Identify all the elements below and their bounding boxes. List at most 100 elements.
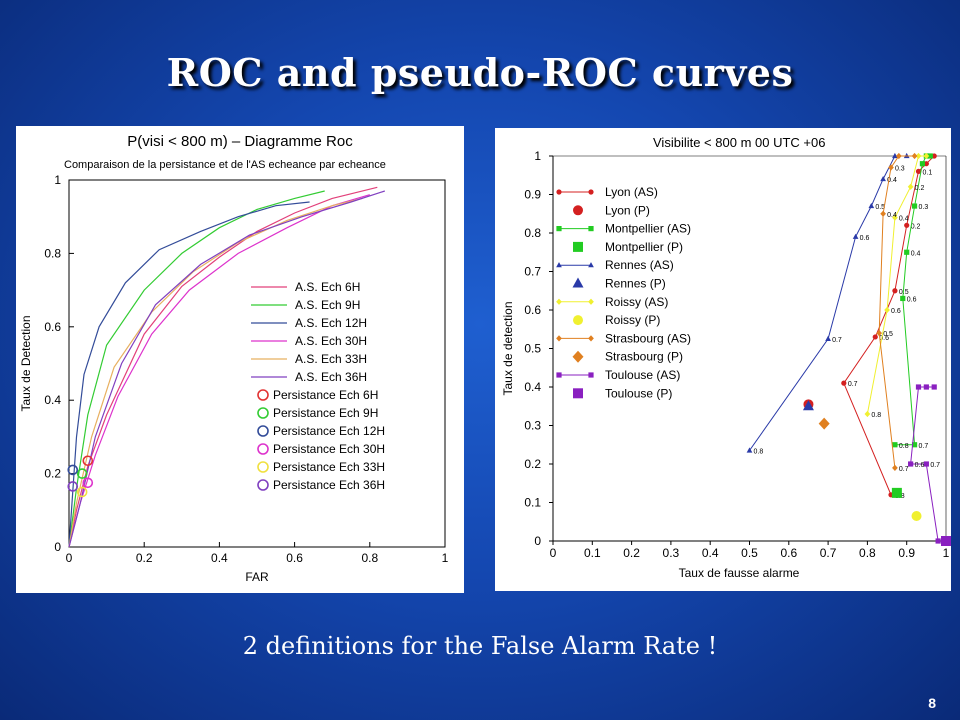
- point-label: 0.7: [919, 443, 929, 450]
- series-point: [900, 295, 906, 302]
- single-point: [941, 536, 951, 546]
- x-tick-label: 0.7: [820, 546, 837, 560]
- legend-label: Roissy (P): [605, 313, 660, 327]
- y-tick-label: 1: [54, 173, 61, 187]
- legend-marker: [556, 372, 562, 378]
- legend-label: Persistance Ech 9H: [273, 406, 378, 420]
- legend-label: Lyon (P): [605, 203, 650, 217]
- series-line: [749, 155, 907, 451]
- y-tick-label: 0.6: [44, 320, 61, 334]
- legend-marker: [573, 241, 583, 252]
- series-point: [868, 202, 875, 209]
- series-point: [892, 442, 898, 448]
- series-point: [923, 384, 929, 390]
- series-point: [872, 334, 878, 340]
- series-point: [915, 384, 922, 390]
- legend-marker: [588, 262, 594, 268]
- chart-subtitle: Comparaison de la persistance et de l'AS…: [64, 159, 386, 171]
- series-point: [923, 152, 930, 160]
- point-label: 0.7: [899, 466, 909, 473]
- point-label: 0.5: [875, 204, 885, 211]
- persistence-point: [67, 464, 79, 476]
- x-tick-label: 0.3: [663, 546, 680, 560]
- single-point: [911, 510, 922, 521]
- series-point: [888, 164, 894, 171]
- point-label: 0.6: [907, 296, 917, 303]
- y-axis-label: Taux de Detection: [19, 315, 33, 411]
- y-tick-label: 0.8: [44, 246, 61, 260]
- x-tick-label: 1: [442, 551, 449, 565]
- series-point: [825, 335, 831, 341]
- point-label: 0.6: [879, 335, 889, 342]
- series-point: [931, 384, 937, 390]
- legend-swatch: [257, 479, 269, 491]
- point-label: 0.4: [887, 212, 897, 219]
- series-point: [892, 214, 898, 221]
- y-tick-label: 0.8: [524, 226, 541, 240]
- point-label: 0.7: [930, 462, 940, 469]
- legend-marker: [588, 189, 594, 195]
- x-tick-label: 0.6: [286, 551, 303, 565]
- legend-marker: [588, 335, 594, 342]
- y-tick-label: 0.9: [524, 188, 541, 202]
- persistence-point: [76, 468, 88, 479]
- point-label: 0.4: [887, 177, 897, 184]
- right-pseudo-roc-chart-panel: Visibilite < 800 m 00 UTC +06 0 0.1 0.2 0.3 0…: [495, 128, 951, 591]
- x-axis-label: FAR: [245, 570, 269, 584]
- series-point: [892, 152, 898, 159]
- left-roc-chart: P(visi < 800 m) – Diagramme Roc Comparais…: [19, 133, 449, 584]
- point-label: 0.2: [915, 185, 925, 192]
- series-point: [892, 288, 898, 294]
- series-point: [923, 161, 929, 167]
- series-point: [923, 461, 929, 467]
- point-label: 0.8: [899, 443, 909, 450]
- x-tick-label: 0.9: [898, 546, 915, 560]
- point-label: 0.7: [832, 337, 842, 344]
- legend-label: Montpellier (P): [605, 240, 683, 254]
- series-line: [68, 190, 385, 548]
- x-tick-label: 0.8: [859, 546, 876, 560]
- single-point: [891, 487, 902, 498]
- y-tick-label: 0.3: [524, 419, 541, 433]
- legend-marker: [573, 205, 583, 216]
- legend-label: Strasbourg (AS): [605, 331, 691, 345]
- x-tick-label: 0.8: [361, 551, 378, 565]
- series-point: [911, 152, 918, 160]
- left-roc-chart-panel: P(visi < 800 m) – Diagramme Roc Comparais…: [16, 126, 464, 593]
- series-point: [880, 210, 886, 217]
- y-tick-label: 0: [534, 534, 541, 548]
- point-label: 0.6: [915, 462, 925, 469]
- y-axis-label: Taux de detection: [501, 301, 515, 395]
- legend-label: Montpellier (AS): [605, 222, 691, 236]
- persistence-point: [76, 486, 88, 498]
- legend-label: A.S. Ech 33H: [295, 352, 367, 366]
- legend-swatch: [257, 407, 269, 419]
- series-point: [880, 175, 886, 182]
- legend-marker: [573, 388, 583, 399]
- legend-label: Persistance Ech 33H: [273, 460, 385, 474]
- series-point: [864, 410, 871, 418]
- legend-label: Toulouse (AS): [605, 368, 680, 382]
- series-point: [931, 153, 937, 159]
- series-point: [876, 329, 883, 337]
- legend-label: A.S. Ech 9H: [295, 298, 360, 312]
- series-point: [927, 153, 933, 159]
- series-point: [895, 152, 902, 160]
- y-tick-label: 0.2: [44, 467, 61, 481]
- series-point: [852, 233, 859, 239]
- legend-marker: [556, 335, 562, 342]
- series-point: [908, 461, 914, 467]
- series-line: [68, 201, 310, 548]
- legend-marker: [588, 298, 594, 305]
- series-line: [68, 186, 378, 548]
- series-point: [746, 447, 753, 453]
- point-label: 0.4: [899, 216, 909, 223]
- y-tick-label: 0.1: [524, 496, 541, 510]
- y-tick-label: 0.4: [44, 393, 61, 407]
- legend-swatch: [257, 461, 269, 473]
- legend-marker: [556, 298, 562, 305]
- single-point: [818, 417, 830, 430]
- page-number: 8: [928, 695, 936, 711]
- point-label: 0.3: [919, 204, 929, 211]
- y-tick-label: 0.6: [524, 303, 541, 317]
